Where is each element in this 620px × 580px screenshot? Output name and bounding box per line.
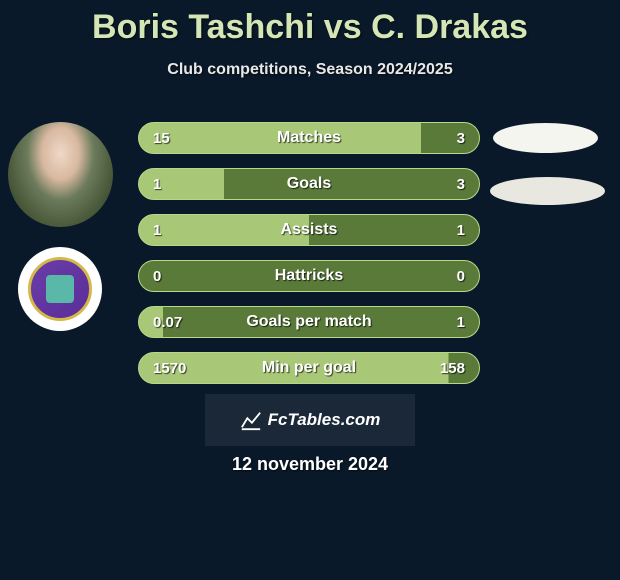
stat-left-value: 15 — [153, 130, 213, 147]
stat-left-value: 0 — [153, 268, 213, 285]
stat-right-value: 3 — [405, 176, 465, 193]
stat-right-value: 1 — [405, 314, 465, 331]
page-title: Boris Tashchi vs C. Drakas — [0, 0, 620, 47]
stat-label: Matches — [213, 129, 405, 147]
club-badge — [18, 247, 102, 331]
stat-label: Hattricks — [213, 267, 405, 285]
decorative-ellipse-2 — [490, 177, 605, 205]
stat-row: 1Assists1 — [138, 214, 480, 246]
watermark: FcTables.com — [205, 394, 415, 446]
stats-container: 15Matches31Goals31Assists10Hattricks00.0… — [138, 122, 480, 398]
stat-row: 0Hattricks0 — [138, 260, 480, 292]
stat-row: 1Goals3 — [138, 168, 480, 200]
stat-left-value: 1 — [153, 176, 213, 193]
subtitle: Club competitions, Season 2024/2025 — [0, 61, 620, 79]
stat-row: 0.07Goals per match1 — [138, 306, 480, 338]
watermark-text: FcTables.com — [268, 410, 381, 430]
player-avatar — [8, 122, 113, 227]
date-text: 12 november 2024 — [0, 454, 620, 475]
stat-label: Goals — [213, 175, 405, 193]
stat-right-value: 0 — [405, 268, 465, 285]
stat-right-value: 1 — [405, 222, 465, 239]
decorative-ellipse-1 — [493, 123, 598, 153]
stat-row: 15Matches3 — [138, 122, 480, 154]
stat-label: Goals per match — [213, 313, 405, 331]
stat-row: 1570Min per goal158 — [138, 352, 480, 384]
stat-right-value: 3 — [405, 130, 465, 147]
stat-left-value: 1570 — [153, 360, 213, 377]
avatar-column — [8, 122, 118, 351]
stat-label: Min per goal — [213, 359, 405, 377]
stat-label: Assists — [213, 221, 405, 239]
stat-left-value: 1 — [153, 222, 213, 239]
chart-icon — [240, 409, 262, 431]
stat-right-value: 158 — [405, 360, 465, 377]
stat-left-value: 0.07 — [153, 314, 213, 331]
